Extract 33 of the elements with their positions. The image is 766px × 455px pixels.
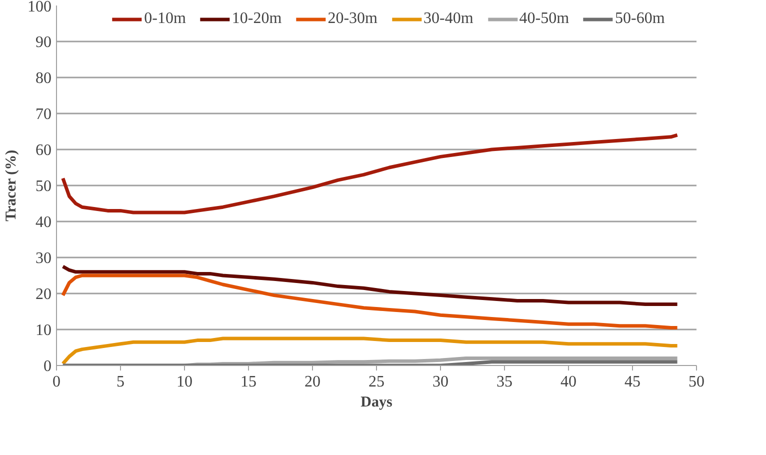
x-tick-label: 50 <box>688 374 704 390</box>
y-tick-label: 20 <box>36 286 52 303</box>
x-tick-label: 15 <box>240 374 256 390</box>
y-tick-label: 30 <box>36 250 52 267</box>
x-tick-label: 20 <box>304 374 320 390</box>
y-tick-label: 100 <box>28 0 52 16</box>
x-tick-label: 25 <box>368 374 384 390</box>
y-tick-label: 50 <box>36 178 52 195</box>
legend-label: 40-50m <box>519 10 570 28</box>
y-tick-label: 40 <box>36 214 52 231</box>
x-axis-title: Days <box>360 394 392 410</box>
y-tick-label: 80 <box>36 70 52 87</box>
x-tick-label: 10 <box>176 374 192 390</box>
y-tick-label: 90 <box>36 34 52 51</box>
y-tick-label: 70 <box>36 106 52 123</box>
y-tick-label: 0 <box>44 358 52 375</box>
y-tick-label: 10 <box>36 322 52 339</box>
y-axis-title: Tracer (%) <box>4 150 20 222</box>
line-series <box>61 264 680 306</box>
legend-label: 50-60m <box>615 10 665 28</box>
x-tick-label: 35 <box>496 374 512 390</box>
y-tick-label: 60 <box>36 142 52 159</box>
x-tick-label: 5 <box>116 374 124 390</box>
x-tick-label: 30 <box>432 374 448 390</box>
line-series <box>61 274 680 330</box>
legend-label: 20-30m <box>328 10 378 28</box>
legend-label: 30-40m <box>423 10 474 28</box>
line-series <box>61 133 680 214</box>
legend-label: 0-10m <box>144 10 186 28</box>
x-tick-label: 45 <box>624 374 640 390</box>
legend-label: 10-20m <box>232 10 282 28</box>
x-tick-label: 40 <box>560 374 576 390</box>
line-series <box>61 336 680 366</box>
